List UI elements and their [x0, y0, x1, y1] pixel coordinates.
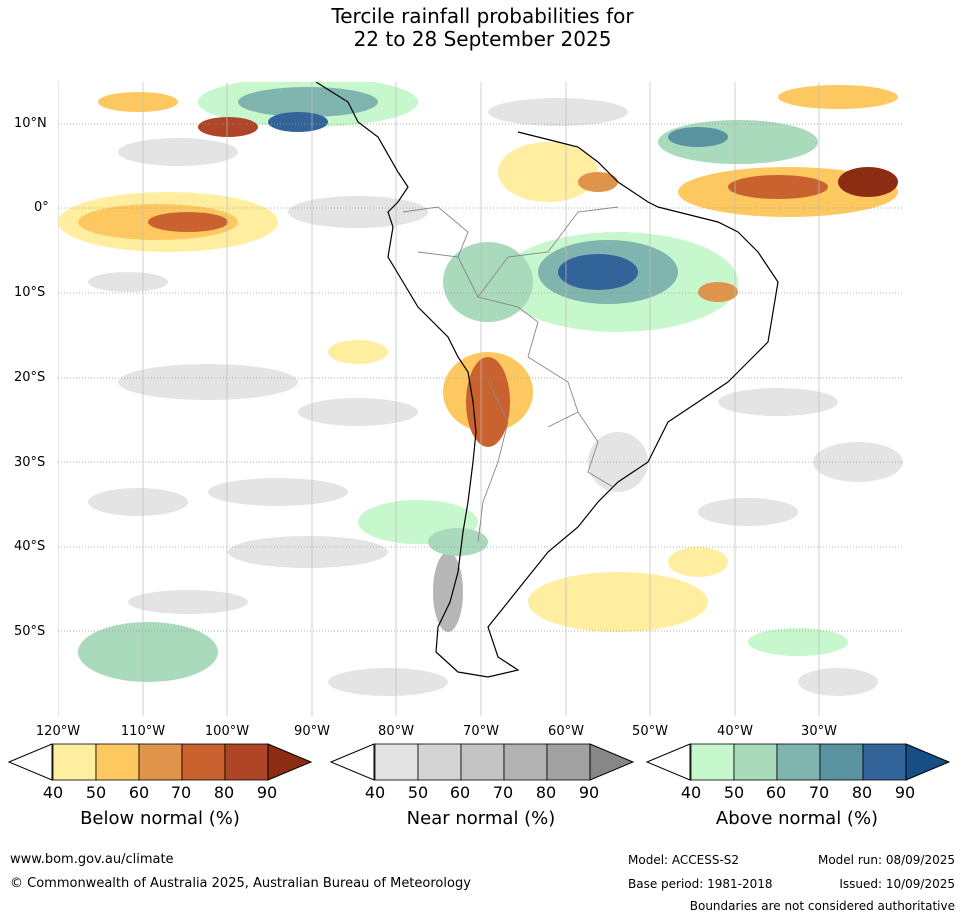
issued-date: Issued: 10/09/2025: [839, 877, 955, 891]
title-line-2: 22 to 28 September 2025: [353, 27, 612, 51]
colorbar-segment: [733, 743, 778, 781]
lon-label-90w: 90°W: [294, 724, 330, 739]
tick-label: 90: [894, 783, 916, 802]
colorbar-lower-arrow: [8, 743, 53, 781]
lat-label-30s: 30°S: [14, 455, 46, 470]
colorbar-segment: [690, 743, 735, 781]
colorbar-segment: [546, 743, 591, 781]
tick-label: 40: [680, 783, 702, 802]
tick-label: 80: [213, 783, 235, 802]
colorbar-upper-arrow: [589, 743, 634, 781]
website-link[interactable]: www.bom.gov.au/climate: [10, 852, 174, 867]
lon-label-70w: 70°W: [463, 724, 499, 739]
above-normal-title: Above normal (%): [715, 808, 879, 829]
tick-label: 70: [492, 783, 514, 802]
lat-label-20s: 20°S: [14, 370, 46, 385]
colorbar-upper-arrow: [905, 743, 950, 781]
below-normal-title: Below normal (%): [80, 808, 240, 829]
near-normal-title: Near normal (%): [406, 808, 556, 829]
tick-label: 50: [407, 783, 429, 802]
lat-label-10n: 10°N: [14, 116, 47, 131]
colorbar-lower-arrow: [330, 743, 375, 781]
lon-label-110w: 110°W: [120, 724, 166, 739]
tick-label: 40: [364, 783, 386, 802]
copyright-text: © Commonwealth of Australia 2025, Austra…: [10, 876, 471, 891]
forecast-map: [58, 82, 904, 716]
model-name: Model: ACCESS-S2: [628, 853, 740, 867]
lon-label-30w: 30°W: [801, 724, 837, 739]
colorbar-segment: [95, 743, 140, 781]
title-line-1: Tercile rainfall probabilities for: [331, 4, 634, 28]
lon-label-100w: 100°W: [204, 724, 250, 739]
tick-label: 60: [765, 783, 787, 802]
colorbar-segment: [862, 743, 907, 781]
colorbar-segment: [374, 743, 419, 781]
above-normal-areas: [78, 82, 848, 682]
colorbar-segment: [224, 743, 269, 781]
near-normal-colorbar: [330, 743, 634, 781]
below-normal-colorbar: [8, 743, 312, 781]
lon-label-50w: 50°W: [632, 724, 668, 739]
colorbar-segment: [138, 743, 183, 781]
tick-label: 80: [535, 783, 557, 802]
colorbar-upper-arrow: [267, 743, 312, 781]
colorbar-segment: [417, 743, 462, 781]
south-america-coastline: [315, 82, 779, 678]
colorbar-segment: [52, 743, 97, 781]
lon-label-80w: 80°W: [378, 724, 414, 739]
colorbar-segment: [819, 743, 864, 781]
lat-label-0: 0°: [34, 200, 49, 215]
tick-label: 60: [128, 783, 150, 802]
lon-label-40w: 40°W: [717, 724, 753, 739]
tick-label: 90: [578, 783, 600, 802]
lon-label-60w: 60°W: [548, 724, 584, 739]
lat-label-50s: 50°S: [14, 624, 46, 639]
lon-label-120w: 120°W: [35, 724, 81, 739]
tick-label: 50: [723, 783, 745, 802]
country-borders: [402, 206, 619, 543]
model-run-date: Model run: 08/09/2025: [817, 853, 955, 867]
lat-label-40s: 40°S: [14, 539, 46, 554]
boundaries-disclaimer: Boundaries are not considered authoritat…: [689, 899, 955, 913]
tick-label: 40: [42, 783, 64, 802]
tick-label: 80: [851, 783, 873, 802]
colorbar-segment: [181, 743, 226, 781]
base-period: Base period: 1981-2018: [628, 877, 773, 891]
meridians: [58, 82, 820, 716]
colorbar-segment: [460, 743, 505, 781]
near-normal-areas: [88, 98, 903, 696]
tick-label: 70: [808, 783, 830, 802]
tick-label: 60: [449, 783, 471, 802]
colorbar-lower-arrow: [646, 743, 691, 781]
above-normal-colorbar: [646, 743, 950, 781]
tick-label: 70: [170, 783, 192, 802]
below-normal-areas: [58, 85, 898, 632]
colorbar-segment: [503, 743, 548, 781]
tick-label: 50: [85, 783, 107, 802]
colorbar-segment: [776, 743, 821, 781]
tick-label: 90: [256, 783, 278, 802]
lat-label-10s: 10°S: [14, 285, 46, 300]
